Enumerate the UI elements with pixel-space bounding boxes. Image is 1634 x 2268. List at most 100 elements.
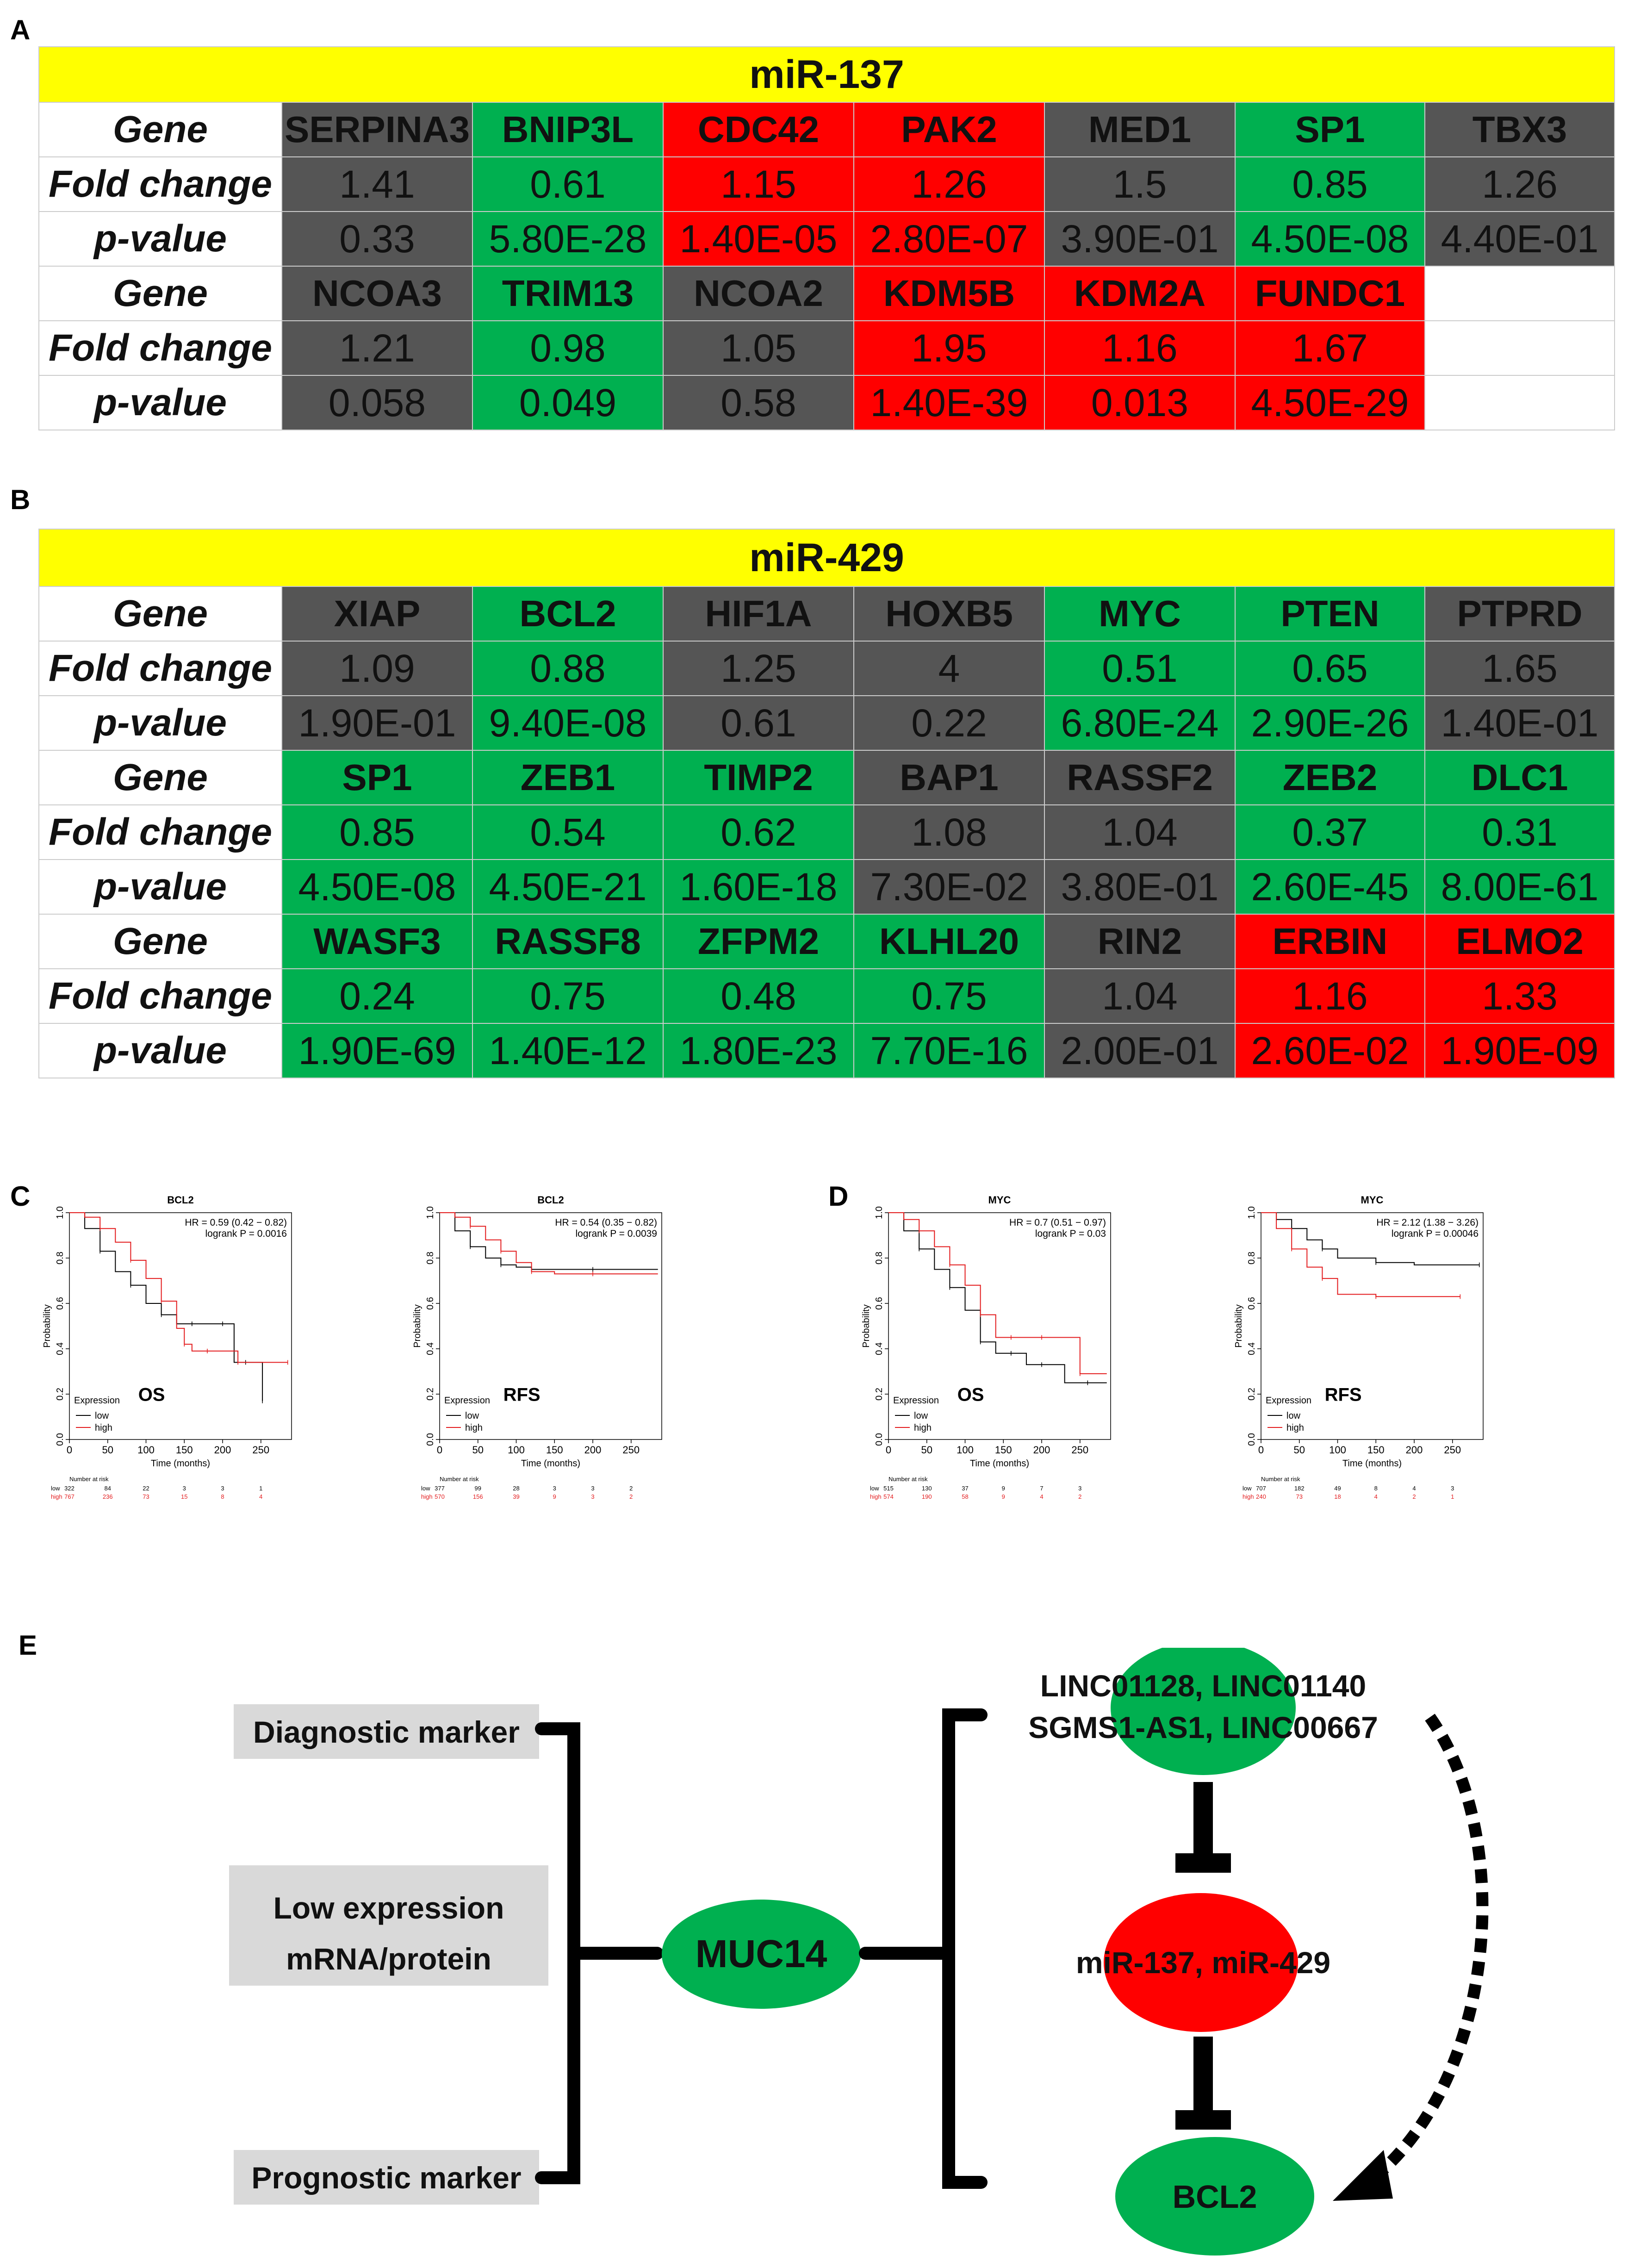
mir137-fold-cell: [1424, 320, 1615, 376]
km-xtick-label: 0: [437, 1444, 442, 1456]
km-risk-low-value: 28: [513, 1485, 519, 1492]
mir-node: [1104, 1893, 1298, 2032]
km-xtick-label: 100: [1329, 1444, 1346, 1456]
km-risk-low-value: 3: [591, 1485, 594, 1492]
mir137-gene-cell: KDM5B: [853, 266, 1045, 321]
km-legend-high: high: [914, 1423, 932, 1433]
muc14-node: [662, 1900, 861, 2009]
mir137-gene-cell: TRIM13: [472, 266, 664, 321]
mir137-table: miR-137 Gene SERPINA3 BNIP3L CDC42 PAK2 MED1 S…: [38, 46, 1615, 430]
km-ytick-label: 0.8: [874, 1252, 884, 1265]
mir429-gene-cell: KLHL20: [853, 914, 1045, 969]
km-legend-low: low: [95, 1411, 109, 1421]
km-ytick-label: 0.6: [55, 1297, 65, 1310]
mir137-p-cell: [1424, 375, 1615, 430]
km-curve-low: [440, 1212, 658, 1270]
mir429-row-label-p: p-value: [38, 1023, 282, 1078]
km-risk-high-value: 4: [1040, 1493, 1043, 1500]
km-risk-low-value: 322: [64, 1485, 75, 1492]
km-ylabel: Probability: [42, 1304, 52, 1347]
km-risk-high-value: 240: [1256, 1493, 1266, 1500]
km-xtick-label: 150: [176, 1444, 193, 1456]
km-risk-high-value: 156: [473, 1493, 483, 1500]
mir137-fold-cell: 1.26: [1424, 156, 1615, 212]
km-risk-high-value: 9: [553, 1493, 556, 1500]
mir137-gene-cell: SERPINA3: [281, 102, 473, 157]
mir137-p-cell: 1.40E-39: [853, 375, 1045, 430]
km-risk-high-value: 39: [513, 1493, 519, 1500]
km-risk-high-value: 4: [259, 1493, 262, 1500]
km-ytick-label: 0.0: [425, 1433, 435, 1446]
mir137-p-cell: 3.90E-01: [1044, 211, 1236, 267]
mir429-row-label-gene: Gene: [38, 914, 282, 969]
mir429-p-cell: 6.80E-24: [1044, 695, 1236, 751]
km-legend-title: Expression: [74, 1396, 120, 1406]
panel-label-a: A: [10, 14, 31, 45]
km-xtick-label: 200: [1033, 1444, 1050, 1456]
mir137-fold-cell: 1.21: [281, 320, 473, 376]
mir429-p-cell: 1.90E-09: [1424, 1023, 1615, 1078]
mir429-p-cell: 8.00E-61: [1424, 859, 1615, 915]
mir429-p-cell: 1.60E-18: [663, 859, 854, 915]
lncrna-node: [1111, 1648, 1296, 1775]
bcl2-node: [1115, 2137, 1314, 2256]
mir137-p-cell: 4.50E-08: [1235, 211, 1425, 267]
mir429-gene-cell: MYC: [1044, 586, 1236, 642]
mir137-fold-cell: 1.16: [1044, 320, 1236, 376]
mir137-row-label-gene: Gene: [38, 266, 282, 321]
km-ytick-label: 0.4: [55, 1342, 65, 1355]
km-risk-low-value: 1: [259, 1485, 262, 1492]
mir429-fold-cell: 1.09: [281, 641, 473, 696]
km-legend-high: high: [465, 1423, 483, 1433]
km-legend-high: high: [1286, 1423, 1304, 1433]
mir429-p-cell: 0.61: [663, 695, 854, 751]
km-risk-high-label: high: [870, 1493, 882, 1500]
mir429-gene-cell: RIN2: [1044, 914, 1236, 969]
km-xtick-label: 150: [546, 1444, 563, 1456]
km-endpoint-label: RFS: [1325, 1385, 1362, 1405]
km-risk-low-value: 3: [1451, 1485, 1454, 1492]
km-legend-high: high: [95, 1423, 112, 1433]
km-ytick-label: 1.0: [425, 1206, 435, 1219]
mir429-p-cell: 2.60E-45: [1235, 859, 1425, 915]
mir137-title: miR-137: [38, 46, 1615, 103]
mir137-fold-cell: 0.98: [472, 320, 664, 376]
km-risk-low-value: 8: [1374, 1485, 1378, 1492]
mir429-p-cell: 1.90E-69: [281, 1023, 473, 1078]
km-xtick-label: 250: [622, 1444, 640, 1456]
km-risk-low-value: 377: [435, 1485, 445, 1492]
mir429-row-label-fold: Fold change: [38, 968, 282, 1024]
mir429-row-label-p: p-value: [38, 695, 282, 751]
km-xtick-label: 250: [1444, 1444, 1461, 1456]
km-risk-low-value: 37: [962, 1485, 968, 1492]
panel-label-c: C: [10, 1181, 31, 1212]
km-xtick-label: 50: [102, 1444, 113, 1456]
mir137-p-cell: 4.40E-01: [1424, 211, 1615, 267]
km-ylabel: Probability: [1234, 1304, 1244, 1347]
km-plot-myc-os: MYC 0.0 0.2 0.4 0.6 0.8 1.0 0 50 100 150 200 250 Time…: [861, 1194, 1111, 1500]
km-risk-low-value: 515: [883, 1485, 894, 1492]
mir429-gene-cell: HOXB5: [853, 586, 1045, 642]
mir137-fold-cell: 1.26: [853, 156, 1045, 212]
mir137-p-cell: 0.58: [663, 375, 854, 430]
km-endpoint-label: OS: [957, 1385, 984, 1405]
mir429-fold-cell: 0.51: [1044, 641, 1236, 696]
mir429-fold-cell: 0.75: [472, 968, 664, 1024]
km-hr-text: HR = 2.12 (1.38 − 3.26): [1376, 1217, 1479, 1228]
km-legend-title: Expression: [444, 1396, 490, 1406]
km-plot-myc-rfs: MYC 0.0 0.2 0.4 0.6 0.8 1.0 0 50 100 150 200 250 Time…: [1234, 1194, 1484, 1500]
km-risk-low-label: low: [51, 1485, 60, 1492]
mir429-p-cell: 2.60E-02: [1235, 1023, 1425, 1078]
mir429-fold-cell: 4: [853, 641, 1045, 696]
km-ytick-label: 0.2: [55, 1388, 65, 1401]
km-risk-high-value: 570: [435, 1493, 445, 1500]
mir429-row-label-gene: Gene: [38, 750, 282, 805]
prognostic-marker-label: Prognostic marker: [251, 2161, 521, 2195]
mir429-fold-cell: 1.65: [1424, 641, 1615, 696]
km-risk-low-label: low: [870, 1485, 879, 1492]
km-ytick-label: 0.4: [874, 1342, 884, 1355]
mir137-gene-cell: NCOA2: [663, 266, 854, 321]
mir429-fold-cell: 0.85: [281, 804, 473, 860]
km-logrank-text: logrank P = 0.0016: [205, 1228, 287, 1239]
low-expression-gray: [229, 1865, 548, 1986]
